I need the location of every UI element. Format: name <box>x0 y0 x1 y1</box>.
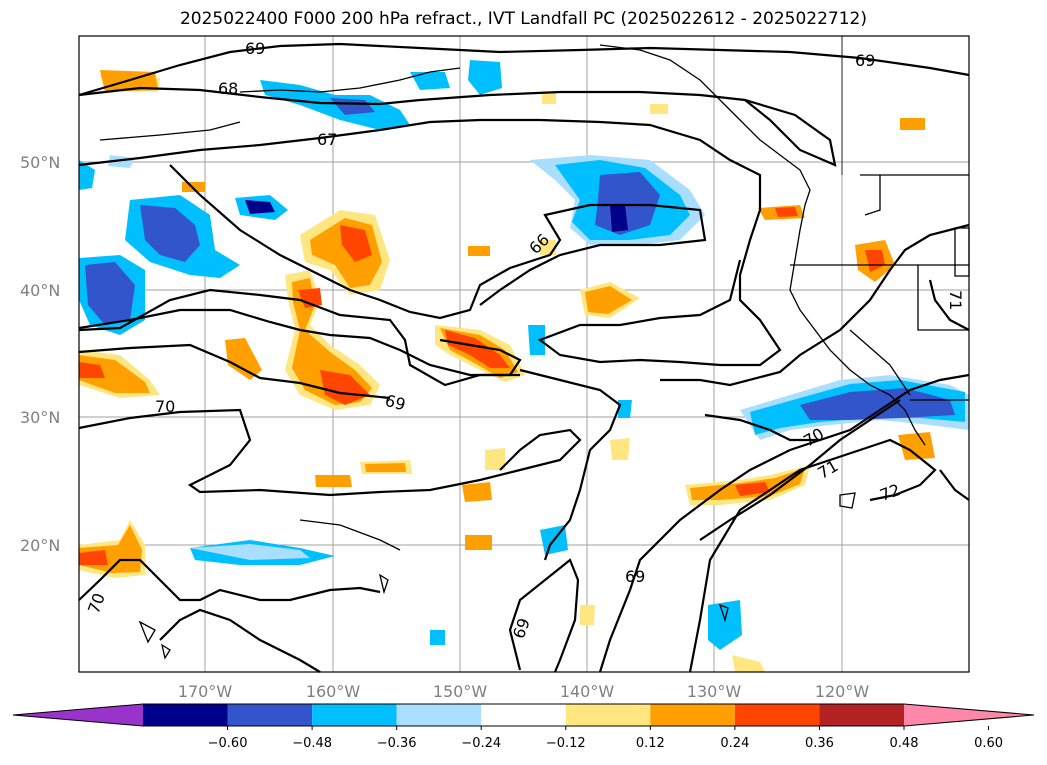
lat-label: 40°N <box>20 281 60 300</box>
colorbar-segment <box>312 704 397 726</box>
map-title: 2025022400 F000 200 hPa refract., IVT La… <box>179 9 867 29</box>
colorbar-segment <box>481 704 566 726</box>
lon-label: 160°W <box>306 682 361 701</box>
colorbar-extend-high <box>904 704 1034 726</box>
colorbar-tick-label: 0.36 <box>805 736 834 751</box>
lon-label: 130°W <box>687 682 742 701</box>
colorbar-segment <box>143 704 228 726</box>
colorbar-segment <box>650 704 735 726</box>
colorbar-tick-label: −0.48 <box>292 736 332 751</box>
shaded-field <box>79 60 969 672</box>
contour-label: 70 <box>155 397 175 416</box>
lat-label: 50°N <box>20 153 60 172</box>
coastlines <box>99 36 970 660</box>
lat-label: 20°N <box>20 536 60 555</box>
contour-lines <box>78 42 970 673</box>
colorbar-tick-label: −0.12 <box>546 736 586 751</box>
map-panel: 69 68 67 66 70 69 69 70 71 72 71 69 69 7… <box>78 35 970 673</box>
colorbar: −0.60 −0.48 −0.36 −0.24 −0.12 0.12 0.24 0.36 0.4… <box>12 703 1035 751</box>
contour-label: 67 <box>317 130 337 149</box>
lon-label: 120°W <box>815 682 870 701</box>
colorbar-tick-label: 0.12 <box>636 736 665 751</box>
colorbar-extend-low <box>13 704 143 726</box>
latitude-labels: 50°N 40°N 30°N 20°N <box>20 153 60 555</box>
lon-label: 150°W <box>433 682 488 701</box>
colorbar-tick-label: −0.36 <box>377 736 417 751</box>
contour-label: 69 <box>245 39 265 58</box>
contour-label: 69 <box>383 391 408 415</box>
colorbar-segment <box>396 704 482 726</box>
lon-label: 140°W <box>560 682 615 701</box>
colorbar-tick-label: 0.48 <box>890 736 919 751</box>
contour-label: 69 <box>855 51 875 70</box>
contour-label: 69 <box>625 567 645 586</box>
colorbar-tick-label: −0.24 <box>461 736 501 751</box>
colorbar-tick-label: −0.60 <box>208 736 248 751</box>
contour-label: 71 <box>946 290 965 310</box>
contour-label: 68 <box>218 79 238 98</box>
longitude-labels: 170°W 160°W 150°W 140°W 130°W 120°W <box>178 682 870 701</box>
colorbar-tick-label: 0.24 <box>720 736 749 751</box>
colorbar-segment <box>734 704 820 726</box>
colorbar-segment <box>819 704 904 726</box>
colorbar-segment <box>565 704 651 726</box>
colorbar-segment <box>227 704 313 726</box>
lon-label: 170°W <box>178 682 233 701</box>
lat-label: 30°N <box>20 408 60 427</box>
colorbar-tick-label: 0.60 <box>974 736 1003 751</box>
